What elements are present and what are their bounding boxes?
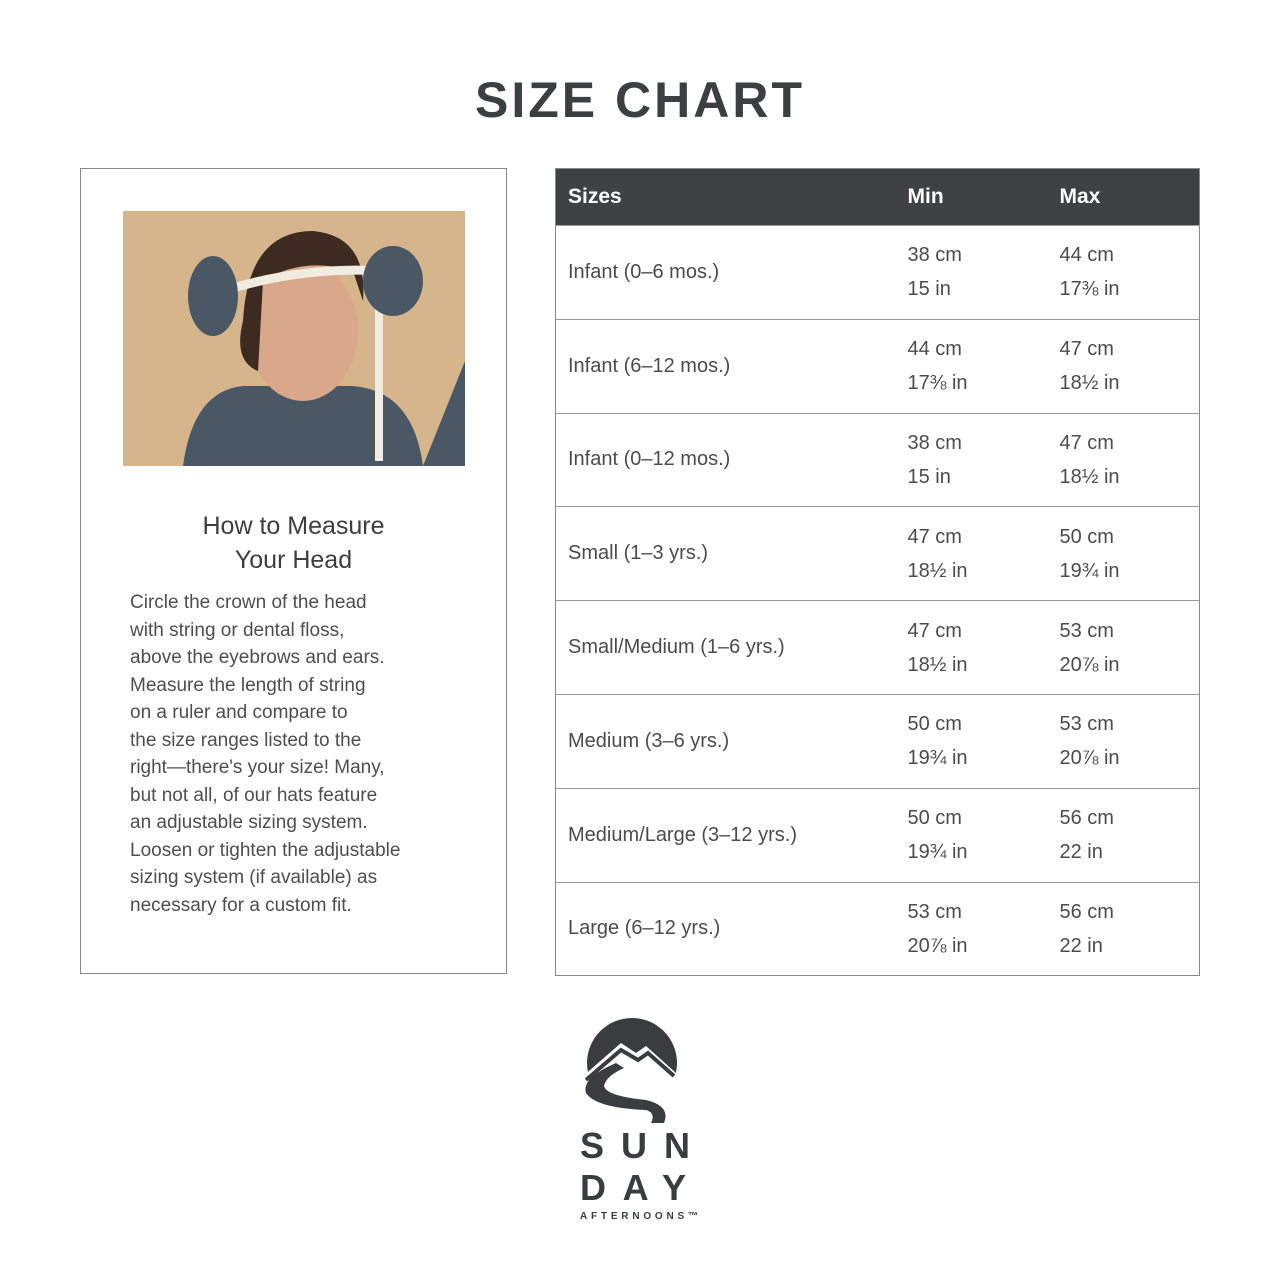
min-cm: 38 cm — [907, 244, 962, 267]
size-label: Large (6–12 yrs.) — [555, 881, 896, 976]
table-row: Medium (3–6 yrs.) 50 cm 19¾ in 53 cm 20⅞ i… — [555, 693, 1200, 789]
min-in: 19¾ in — [907, 747, 968, 770]
table-header: Sizes Min Max — [555, 168, 1200, 226]
max-cm: 47 cm — [1059, 431, 1114, 454]
max-in: 20⅞ in — [1059, 747, 1120, 770]
min-cm: 50 cm — [907, 807, 962, 830]
size-label: Medium (3–6 yrs.) — [555, 693, 896, 789]
measure-heading: How to Measure Your Head — [202, 512, 385, 574]
min-cm: 53 cm — [907, 900, 962, 923]
header-max: Max — [1047, 168, 1200, 226]
max-value: 53 cm 20⅞ in — [1047, 600, 1200, 695]
header-sizes: Sizes — [555, 168, 896, 226]
min-cm: 44 cm — [907, 338, 962, 361]
table-row: Infant (0–12 mos.) 38 cm 15 in 47 cm 18½ i… — [555, 412, 1200, 507]
table-row: Small (1–3 yrs.) 47 cm 18½ in 50 cm 19¾ in — [555, 506, 1200, 601]
min-cm: 38 cm — [907, 431, 962, 454]
min-value: 53 cm 20⅞ in — [895, 881, 1048, 976]
max-value: 56 cm 22 in — [1047, 881, 1200, 976]
min-in: 15 in — [907, 465, 951, 488]
min-in: 18½ in — [907, 559, 968, 582]
size-label: Infant (0–6 mos.) — [555, 225, 896, 320]
min-in: 19¾ in — [907, 841, 968, 864]
measure-instructions: Circle the crown of the head with string… — [130, 592, 401, 916]
table-row: Infant (0–6 mos.) 38 cm 15 in 44 cm 17⅜ in — [555, 225, 1200, 320]
max-cm: 47 cm — [1059, 338, 1114, 361]
max-cm: 44 cm — [1059, 244, 1114, 267]
max-cm: 53 cm — [1059, 713, 1114, 736]
sunday-afternoons-logo: SUN DAY AFTERNOONS™ — [576, 1018, 706, 1223]
min-value: 44 cm 17⅜ in — [895, 318, 1048, 414]
logo-afternoons: AFTERNOONS™ — [580, 1211, 698, 1222]
size-table: Sizes Min Max Infant (0–6 mos.) 38 cm 15 … — [555, 168, 1200, 977]
logo-sun: SUN — [580, 1125, 690, 1166]
max-value: 47 cm 18½ in — [1047, 318, 1200, 414]
max-in: 18½ in — [1059, 465, 1120, 488]
max-cm: 56 cm — [1059, 900, 1114, 923]
measuring-photo — [123, 211, 465, 466]
max-value: 56 cm 22 in — [1047, 787, 1200, 883]
max-in: 19¾ in — [1059, 559, 1120, 582]
max-cm: 56 cm — [1059, 807, 1114, 830]
measure-text: How to Measure Your Head Circle the crow… — [81, 509, 506, 919]
page-title: SIZE CHART — [475, 72, 805, 128]
max-value: 53 cm 20⅞ in — [1047, 693, 1200, 789]
min-cm: 50 cm — [907, 713, 962, 736]
min-in: 15 in — [907, 278, 951, 301]
logo-day: DAY — [580, 1167, 686, 1208]
min-value: 38 cm 15 in — [895, 225, 1048, 320]
max-cm: 50 cm — [1059, 525, 1114, 548]
header-min: Min — [895, 168, 1048, 226]
max-value: 47 cm 18½ in — [1047, 412, 1200, 507]
max-in: 22 in — [1059, 934, 1103, 957]
min-value: 38 cm 15 in — [895, 412, 1048, 507]
table-row: Small/Medium (1–6 yrs.) 47 cm 18½ in 53 c… — [555, 600, 1200, 695]
min-value: 47 cm 18½ in — [895, 506, 1048, 601]
size-label: Medium/Large (3–12 yrs.) — [555, 787, 896, 883]
table-row: Infant (6–12 mos.) 44 cm 17⅜ in 47 cm 18½ … — [555, 318, 1200, 414]
min-in: 20⅞ in — [907, 934, 968, 957]
table-row: Large (6–12 yrs.) 53 cm 20⅞ in 56 cm 22 in — [555, 881, 1200, 976]
max-in: 22 in — [1059, 841, 1103, 864]
size-label: Infant (6–12 mos.) — [555, 318, 896, 414]
max-in: 18½ in — [1059, 372, 1120, 395]
min-value: 50 cm 19¾ in — [895, 693, 1048, 789]
size-label: Infant (0–12 mos.) — [555, 412, 896, 507]
measure-card: How to Measure Your Head Circle the crow… — [80, 168, 507, 974]
min-cm: 47 cm — [907, 619, 962, 642]
max-value: 44 cm 17⅜ in — [1047, 225, 1200, 320]
table-row: Medium/Large (3–12 yrs.) 50 cm 19¾ in 56 … — [555, 787, 1200, 883]
min-cm: 47 cm — [907, 525, 962, 548]
min-in: 18½ in — [907, 653, 968, 676]
min-value: 50 cm 19¾ in — [895, 787, 1048, 883]
min-value: 47 cm 18½ in — [895, 600, 1048, 695]
max-cm: 53 cm — [1059, 619, 1114, 642]
size-label: Small (1–3 yrs.) — [555, 506, 896, 601]
max-value: 50 cm 19¾ in — [1047, 506, 1200, 601]
size-label: Small/Medium (1–6 yrs.) — [555, 600, 896, 695]
max-in: 20⅞ in — [1059, 653, 1120, 676]
min-in: 17⅜ in — [907, 372, 968, 395]
max-in: 17⅜ in — [1059, 278, 1120, 301]
